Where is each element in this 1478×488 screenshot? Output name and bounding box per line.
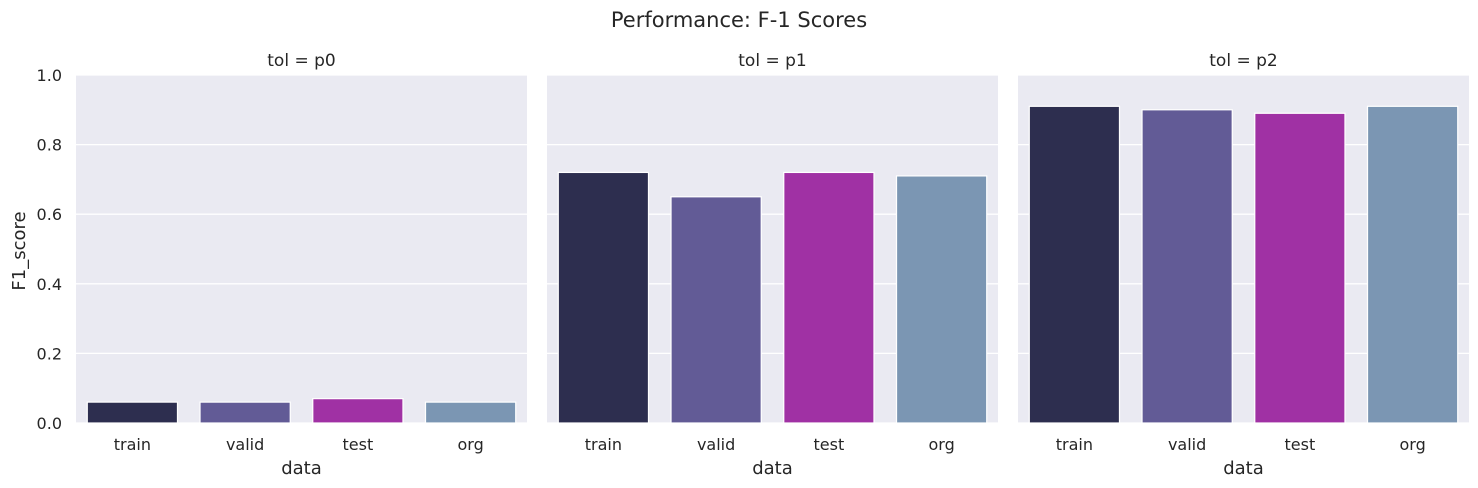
chart-title: Performance: F-1 Scores [611, 8, 867, 32]
y-tick-label: 0.8 [37, 136, 62, 155]
x-tick-label: test [343, 435, 374, 454]
y-tick-label: 0.2 [37, 344, 62, 363]
bar-train [557, 171, 650, 424]
y-tick-label: 0.4 [37, 275, 62, 294]
bar-valid [199, 401, 291, 424]
bar-org [424, 401, 517, 424]
x-tick-label: valid [226, 435, 264, 454]
facet-panel: tol = p0 train valid test org data 0.0 0.2 0.4 0.… [37, 51, 527, 479]
x-tick-label: org [1400, 435, 1426, 454]
y-tick-label: 1.0 [37, 66, 62, 85]
x-tick-label: test [1285, 435, 1316, 454]
y-tick-label: 0.0 [37, 414, 62, 433]
x-tick-label: test [814, 435, 845, 454]
facet-panel: tol = p2 train valid test org data [1018, 51, 1469, 479]
facet-panel: tol = p1 train valid test org data [547, 51, 998, 479]
bar-train [86, 401, 179, 424]
x-axis-label: data [281, 458, 322, 479]
bar-valid [670, 196, 762, 424]
bar-test [1254, 112, 1346, 424]
x-axis-label: data [752, 458, 793, 479]
plot-background [76, 75, 527, 423]
bar-train [1028, 105, 1121, 424]
x-tick-label: org [929, 435, 955, 454]
facet-title: tol = p0 [267, 51, 335, 71]
bar-test [783, 171, 875, 424]
x-tick-label: train [114, 435, 151, 454]
bar-org [895, 175, 988, 424]
y-tick-label: 0.6 [37, 205, 62, 224]
x-tick-label: train [585, 435, 622, 454]
x-tick-label: train [1056, 435, 1093, 454]
x-axis-label: data [1223, 458, 1264, 479]
x-tick-label: valid [697, 435, 735, 454]
bar-valid [1141, 109, 1233, 424]
x-tick-label: org [458, 435, 484, 454]
bar-org [1366, 105, 1459, 424]
facet-title: tol = p1 [738, 51, 806, 71]
bar-test [312, 398, 404, 424]
y-axis-label: F1_score [9, 211, 30, 290]
facet-title: tol = p2 [1209, 51, 1277, 71]
x-tick-label: valid [1168, 435, 1206, 454]
